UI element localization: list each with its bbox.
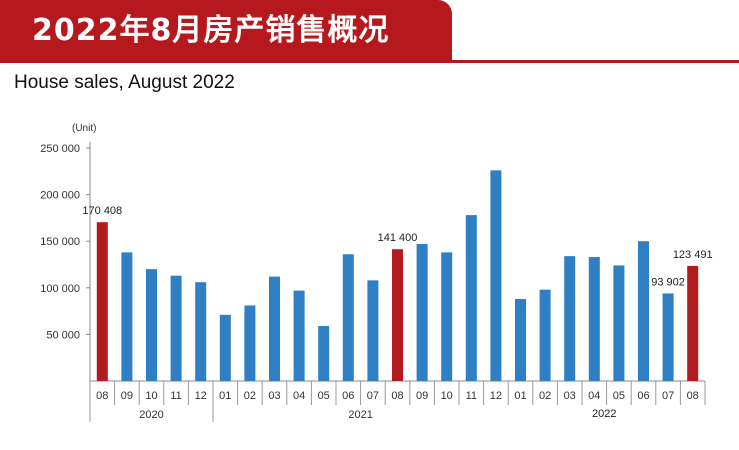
x-tick-label: 01 bbox=[219, 390, 231, 402]
x-tick-label: 04 bbox=[588, 390, 600, 402]
chart-title: House sales, August 2022 bbox=[14, 72, 235, 93]
bar bbox=[613, 265, 625, 381]
data-label: 123 491 bbox=[673, 249, 713, 261]
bar bbox=[490, 170, 502, 381]
bar bbox=[367, 280, 379, 381]
bar bbox=[318, 326, 330, 381]
x-tick-label: 01 bbox=[514, 390, 526, 402]
bar bbox=[416, 243, 428, 381]
bar bbox=[244, 305, 256, 381]
y-tick-label: 50 000 bbox=[46, 329, 80, 341]
x-tick-label: 02 bbox=[539, 390, 551, 402]
bar-highlight bbox=[392, 249, 403, 381]
page-title: 2022年8月房产销售概况 bbox=[32, 13, 390, 48]
y-tick-label: 200 000 bbox=[40, 190, 80, 202]
x-tick-label: 04 bbox=[293, 390, 305, 402]
bar bbox=[564, 256, 576, 381]
x-tick-label: 02 bbox=[244, 390, 256, 402]
x-tick-label: 09 bbox=[416, 390, 428, 402]
x-tick-label: 05 bbox=[613, 390, 625, 402]
y-tick-label: 150 000 bbox=[40, 236, 80, 248]
data-label: 170 408 bbox=[82, 205, 122, 217]
bar bbox=[441, 252, 453, 381]
bar bbox=[121, 252, 133, 381]
bar bbox=[269, 276, 280, 381]
bar-highlight bbox=[687, 265, 699, 381]
page-title-banner: 2022年8月房产销售概况 bbox=[0, 0, 452, 62]
bar bbox=[293, 290, 305, 381]
x-tick-label: 08 bbox=[391, 390, 403, 402]
x-tick-label: 08 bbox=[687, 390, 699, 402]
x-tick-label: 10 bbox=[145, 390, 157, 402]
x-tick-label: 11 bbox=[170, 390, 181, 402]
x-tick-label: 09 bbox=[121, 390, 133, 402]
y-tick-label: 250 000 bbox=[40, 143, 80, 155]
bar bbox=[539, 289, 551, 381]
bar bbox=[465, 215, 477, 381]
x-tick-label: 03 bbox=[268, 390, 280, 402]
x-tick-label: 12 bbox=[490, 390, 502, 402]
x-tick-label: 11 bbox=[466, 390, 477, 402]
chart-panel bbox=[0, 60, 739, 450]
x-tick-label: 05 bbox=[318, 390, 330, 402]
data-label: 93 902 bbox=[651, 276, 685, 288]
x-tick-label: 07 bbox=[662, 390, 674, 402]
bar-highlight bbox=[96, 222, 108, 381]
x-group-label: 2020 bbox=[139, 409, 163, 421]
x-group-label: 2021 bbox=[348, 409, 372, 421]
x-tick-label: 08 bbox=[96, 390, 108, 402]
bar bbox=[146, 269, 157, 381]
x-tick-label: 06 bbox=[637, 390, 649, 402]
bar bbox=[195, 282, 207, 381]
x-tick-label: 06 bbox=[342, 390, 354, 402]
y-axis-unit-label: (Unit) bbox=[72, 123, 96, 134]
bar bbox=[515, 298, 526, 381]
x-tick-label: 10 bbox=[441, 390, 453, 402]
data-label: 141 400 bbox=[378, 232, 418, 244]
x-tick-label: 12 bbox=[195, 390, 207, 402]
x-tick-label: 03 bbox=[564, 390, 576, 402]
bar bbox=[662, 293, 674, 381]
bar bbox=[588, 257, 600, 381]
footnote: 2022 bbox=[592, 408, 617, 420]
bar bbox=[638, 241, 649, 381]
y-tick-label: 100 000 bbox=[40, 283, 80, 295]
x-tick-label: 07 bbox=[367, 390, 379, 402]
bar bbox=[342, 254, 354, 381]
bar bbox=[219, 314, 231, 381]
bar bbox=[170, 275, 182, 381]
